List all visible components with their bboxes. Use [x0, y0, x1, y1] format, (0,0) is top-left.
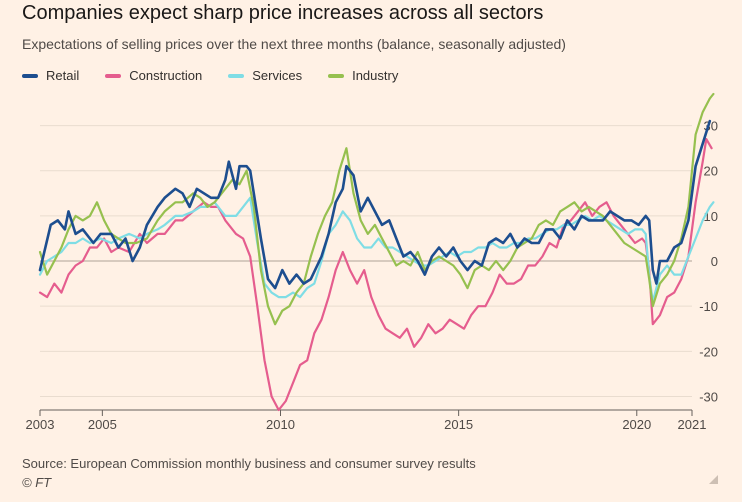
chart-subtitle: Expectations of selling prices over the …: [22, 36, 566, 52]
x-tick-label: 2005: [88, 417, 117, 432]
legend-label: Services: [252, 68, 303, 83]
y-tick-label: 0: [711, 254, 718, 269]
legend-label: Industry: [352, 68, 399, 83]
x-axis: 2003 2005 2010 2015 2020 2021: [26, 409, 707, 432]
series-line-services: [38, 196, 715, 303]
y-tick-label: -10: [699, 299, 718, 314]
line-chart: 2003 2005 2010 2015 2020 2021 3020100-10-20-3…: [26, 92, 718, 432]
source-note: Source: European Commission monthly busi…: [22, 456, 476, 471]
x-tick-label: 2021: [678, 417, 707, 432]
series-line-construction: [38, 138, 713, 412]
credit-note: © FT: [22, 475, 52, 490]
y-tick-label: -30: [699, 389, 718, 404]
legend-label: Retail: [46, 68, 80, 83]
x-tick-label: 2010: [266, 417, 295, 432]
x-tick-label: 2015: [444, 417, 473, 432]
legend-swatch: [228, 73, 245, 78]
chart-title: Companies expect sharp price increases a…: [22, 2, 544, 24]
series-line-industry: [38, 92, 715, 326]
legend-item-industry: Industry: [328, 68, 398, 83]
legend-item-services: Services: [228, 68, 302, 83]
x-tick-label: 2003: [26, 417, 55, 432]
legend-swatch: [105, 73, 122, 78]
series-line-retail: [38, 119, 712, 290]
grid-lines: [40, 125, 692, 397]
legend-swatch: [328, 73, 345, 78]
y-tick-label: 20: [704, 164, 718, 179]
chart-legend: Retail Construction Services Industry: [22, 68, 424, 83]
y-tick-label: -20: [699, 344, 718, 359]
x-tick-label: 2020: [622, 417, 651, 432]
legend-item-construction: Construction: [105, 68, 202, 83]
legend-item-retail: Retail: [22, 68, 79, 83]
resize-handle-icon[interactable]: [709, 475, 718, 484]
series-lines: [38, 92, 715, 412]
legend-label: Construction: [129, 68, 203, 83]
legend-swatch: [22, 73, 38, 78]
